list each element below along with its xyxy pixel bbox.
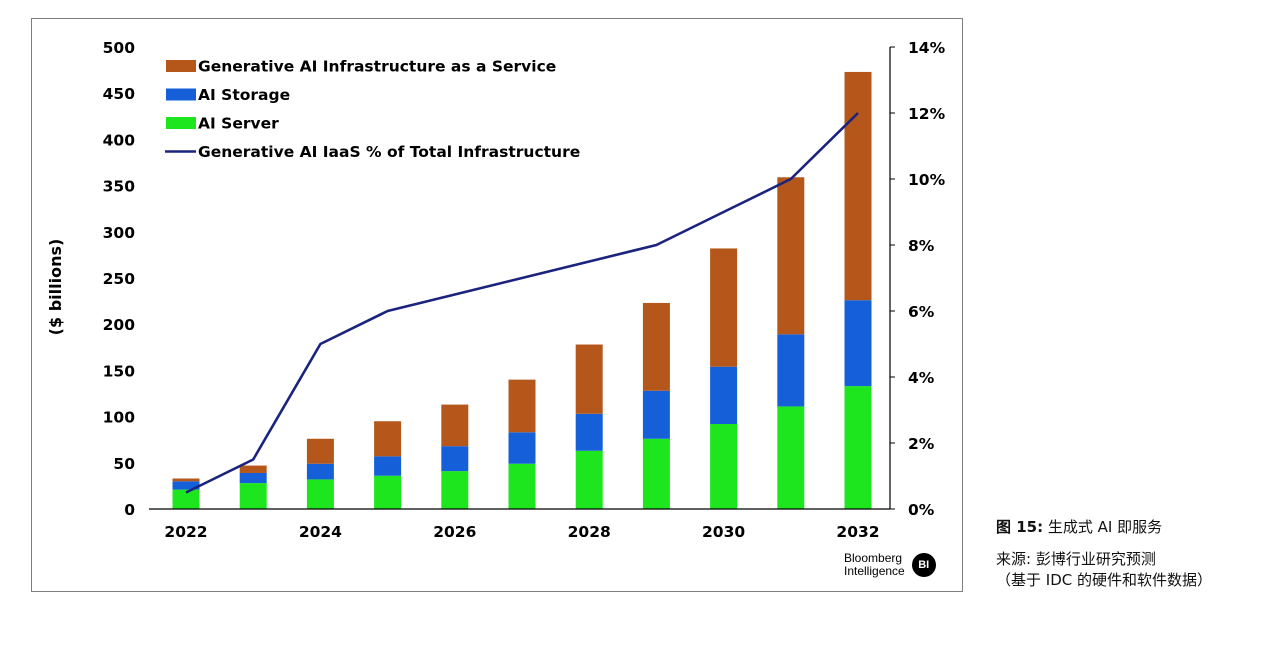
x-tick-label-2022: 2022 (164, 523, 207, 541)
bar-ai-server-2023 (239, 483, 267, 509)
legend-swatch-ai-storage (166, 88, 196, 101)
y2-tick-label-10: 10% (908, 171, 946, 189)
y-tick-label-50: 50 (113, 455, 135, 473)
y-tick-label-300: 300 (103, 224, 136, 242)
bar-generative-ai-infrastructure-as-a-service-2030 (710, 248, 738, 367)
bloomberg-intelligence-logo: Bloomberg Intelligence BI (844, 552, 936, 578)
bar-ai-server-2027 (508, 463, 536, 509)
bars-layer (172, 71, 872, 509)
bar-ai-storage-2026 (441, 446, 469, 472)
y2-tick-label-6: 6% (908, 303, 935, 321)
bar-ai-server-2031 (777, 406, 805, 509)
bar-generative-ai-infrastructure-as-a-service-2027 (508, 379, 536, 433)
bar-ai-storage-2032 (844, 300, 872, 387)
figure-title: 图 15: 生成式 AI 即服务 (996, 516, 1264, 537)
bar-generative-ai-infrastructure-as-a-service-2023 (239, 465, 267, 473)
bar-generative-ai-infrastructure-as-a-service-2022 (172, 478, 200, 482)
bar-ai-storage-2023 (239, 472, 267, 484)
bar-generative-ai-infrastructure-as-a-service-2025 (374, 421, 402, 457)
bar-ai-server-2025 (374, 475, 402, 509)
bar-generative-ai-infrastructure-as-a-service-2028 (575, 344, 603, 414)
chart-canvas: 0 50 100 150 200 250 300 350 400 450 500 0% 2% 4% 6% 8%… (46, 39, 946, 541)
legend-swatch-ai-server (166, 117, 196, 129)
y2-tick-label-4: 4% (908, 369, 935, 387)
chart-frame: 0 50 100 150 200 250 300 350 400 450 500 0% 2% 4% 6% 8%… (31, 18, 963, 592)
bar-generative-ai-infrastructure-as-a-service-2024 (306, 438, 334, 464)
bar-generative-ai-infrastructure-as-a-service-2032 (844, 71, 872, 301)
bar-ai-storage-2031 (777, 334, 805, 407)
legend-label-ai-storage: AI Storage (198, 86, 290, 104)
bar-ai-server-2022 (172, 489, 200, 509)
x-tick-label-2028: 2028 (568, 523, 611, 541)
bar-ai-storage-2028 (575, 413, 603, 451)
bar-ai-storage-2027 (508, 432, 536, 464)
y-tick-label-450: 450 (103, 85, 136, 103)
y-tick-label-500: 500 (103, 39, 136, 57)
bar-ai-storage-2022 (172, 481, 200, 490)
x-tick-label-2026: 2026 (433, 523, 476, 541)
bar-generative-ai-infrastructure-as-a-service-2026 (441, 404, 469, 447)
bar-generative-ai-infrastructure-as-a-service-2031 (777, 177, 805, 335)
y2-tick-label-8: 8% (908, 237, 935, 255)
y-tick-label-350: 350 (103, 178, 136, 196)
bar-ai-storage-2030 (710, 366, 738, 424)
y-axis-title: ($ billions) (46, 239, 65, 336)
bar-ai-server-2032 (844, 386, 872, 509)
bar-ai-server-2028 (575, 450, 603, 509)
y-tick-label-100: 100 (103, 409, 136, 427)
legend-label-ai-server: AI Server (198, 115, 279, 133)
figure-label: 图 15: (996, 518, 1044, 536)
y2-tick-label-12: 12% (908, 105, 946, 123)
figure-title-text: 生成式 AI 即服务 (1047, 518, 1163, 536)
y-tick-label-250: 250 (103, 270, 136, 288)
legend-label-generative-ai-infrastructure-as-a-service: Generative AI Infrastructure as a Servic… (198, 58, 556, 76)
x-tick-label-2024: 2024 (299, 523, 342, 541)
y-tick-label-0: 0 (124, 501, 135, 519)
bar-generative-ai-infrastructure-as-a-service-2029 (642, 302, 670, 391)
brand-line-1: Bloomberg (844, 551, 903, 565)
figure-caption: 图 15: 生成式 AI 即服务 来源: 彭博行业研究预测 （基于 IDC 的硬… (996, 516, 1264, 591)
y-tick-label-400: 400 (103, 131, 136, 149)
bar-ai-server-2024 (306, 479, 334, 509)
bar-ai-storage-2029 (642, 390, 670, 439)
bar-ai-storage-2024 (306, 463, 334, 480)
source-line-2: （基于 IDC 的硬件和软件数据） (996, 571, 1212, 589)
y2-tick-label-14: 14% (908, 39, 946, 57)
y-tick-label-150: 150 (103, 362, 136, 380)
bi-badge-icon: BI (911, 553, 936, 577)
legend-label-generative-ai-iaas-of-total-infrastructure: Generative AI IaaS % of Total Infrastruc… (198, 143, 580, 161)
line-layer (185, 112, 859, 494)
y2-tick-label-0: 0% (908, 501, 935, 519)
bar-ai-server-2030 (710, 423, 738, 509)
x-tick-label-2030: 2030 (702, 523, 745, 541)
x-tick-label-2032: 2032 (836, 523, 879, 541)
bar-ai-server-2026 (441, 471, 469, 509)
legend-swatch-generative-ai-infrastructure-as-a-service (166, 60, 196, 72)
y-tick-label-200: 200 (103, 316, 136, 334)
brand-line-2: Intelligence (844, 564, 905, 578)
legend-layer: Generative AI Infrastructure as a Servic… (165, 58, 580, 161)
source-line-1: 来源: 彭博行业研究预测 (996, 550, 1156, 568)
bar-ai-server-2029 (642, 438, 670, 509)
y2-tick-label-2: 2% (908, 435, 935, 453)
bar-ai-storage-2025 (374, 456, 402, 476)
axes-layer: 0 50 100 150 200 250 300 350 400 450 500 0% 2% 4% 6% 8%… (103, 39, 946, 541)
